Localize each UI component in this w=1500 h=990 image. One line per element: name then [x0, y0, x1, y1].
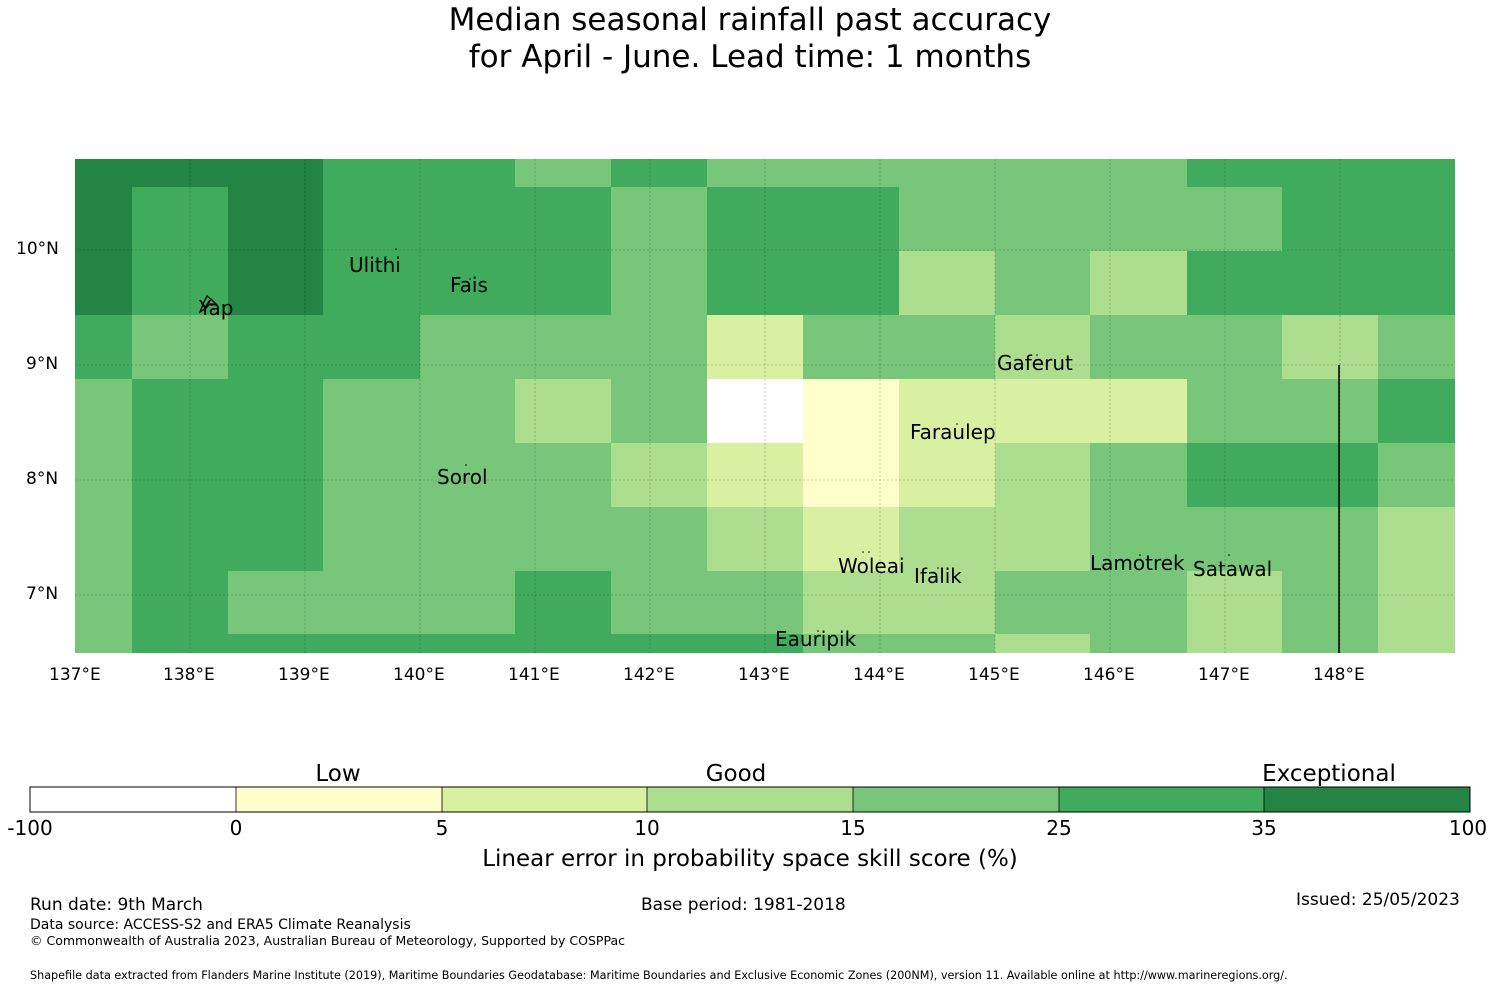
- colorbar-tick: 10: [634, 816, 660, 840]
- colorbar-segment-3: [442, 787, 647, 812]
- colorbar-tick: 100: [1448, 816, 1488, 840]
- lon-label-143e: 143°E: [738, 665, 790, 685]
- colorbar-segment-2: [236, 787, 442, 812]
- colorbar-category-low: Low: [315, 761, 361, 787]
- lon-label-141e: 141°E: [508, 665, 560, 685]
- lon-label-142e: 142°E: [623, 665, 675, 685]
- place-label-gaferut: Gaferut: [997, 351, 1073, 375]
- yap-island-shape: [198, 294, 218, 314]
- place-label-yap: Yap: [199, 296, 234, 320]
- lon-label-148e: 148°E: [1313, 665, 1365, 685]
- shapefile-credit: Shapefile data extracted from Flanders M…: [30, 969, 1288, 982]
- place-label-ifalik: Ifalik: [914, 564, 962, 588]
- colorbar-tick: 35: [1251, 816, 1277, 840]
- lat-label-10n: 10°N: [16, 239, 59, 259]
- colorbar-label: Linear error in probability space skill …: [482, 846, 1018, 872]
- data-source: Data source: ACCESS-S2 and ERA5 Climate …: [30, 917, 411, 933]
- lon-label-138e: 138°E: [163, 665, 215, 685]
- colorbar-category-good: Good: [705, 761, 767, 787]
- colorbar-segment-5: [853, 787, 1059, 812]
- colorbar-category-exceptional: Exceptional: [1262, 761, 1396, 787]
- lon-label-146e: 146°E: [1083, 665, 1135, 685]
- colorbar-segment-1: [30, 787, 236, 812]
- lon-label-140e: 140°E: [393, 665, 445, 685]
- island-markers: [198, 248, 1230, 632]
- place-label-fais: Fais: [450, 273, 488, 297]
- lon-label-137e: 137°E: [49, 665, 101, 685]
- lon-label-139e: 139°E: [278, 665, 330, 685]
- colorbar-segment-7: [1264, 787, 1470, 812]
- base-period: Base period: 1981-2018: [641, 895, 846, 915]
- lon-label-145e: 145°E: [968, 665, 1020, 685]
- colorbar: [29, 786, 1471, 813]
- place-label-sorol: Sorol: [437, 465, 488, 489]
- colorbar-tick: 0: [229, 816, 243, 840]
- lat-label-9n: 9°N: [26, 354, 59, 374]
- place-label-eauripik: Eauripik: [775, 627, 857, 651]
- colorbar-tick: -100: [7, 816, 53, 840]
- place-label-woleai: Woleai: [838, 554, 905, 578]
- issued-date: Issued: 25/05/2023: [1296, 890, 1460, 910]
- place-label-faraulep: Faraulep: [910, 420, 996, 444]
- lon-label-147e: 147°E: [1198, 665, 1250, 685]
- graticule: [75, 159, 1455, 653]
- run-date: Run date: 9th March: [30, 895, 203, 915]
- place-label-ulithi: Ulithi: [349, 253, 401, 277]
- map-title-line-1: Median seasonal rainfall past accuracy: [448, 2, 1052, 38]
- place-label-satawal: Satawal: [1193, 557, 1273, 581]
- lat-label-8n: 8°N: [26, 469, 59, 489]
- colorbar-segment-4: [647, 787, 853, 812]
- colorbar-tick: 25: [1046, 816, 1072, 840]
- lon-label-144e: 144°E: [853, 665, 905, 685]
- skill-raster: [75, 159, 1455, 653]
- place-label-lamotrek: Lamotrek: [1090, 551, 1185, 575]
- colorbar-segment-6: [1059, 787, 1264, 812]
- colorbar-tick: 15: [840, 816, 866, 840]
- lat-label-7n: 7°N: [26, 584, 59, 604]
- copyright-notice: © Commonwealth of Australia 2023, Austra…: [30, 933, 625, 948]
- colorbar-tick: 5: [435, 816, 449, 840]
- map-title-line-2: for April - June. Lead time: 1 months: [468, 39, 1032, 75]
